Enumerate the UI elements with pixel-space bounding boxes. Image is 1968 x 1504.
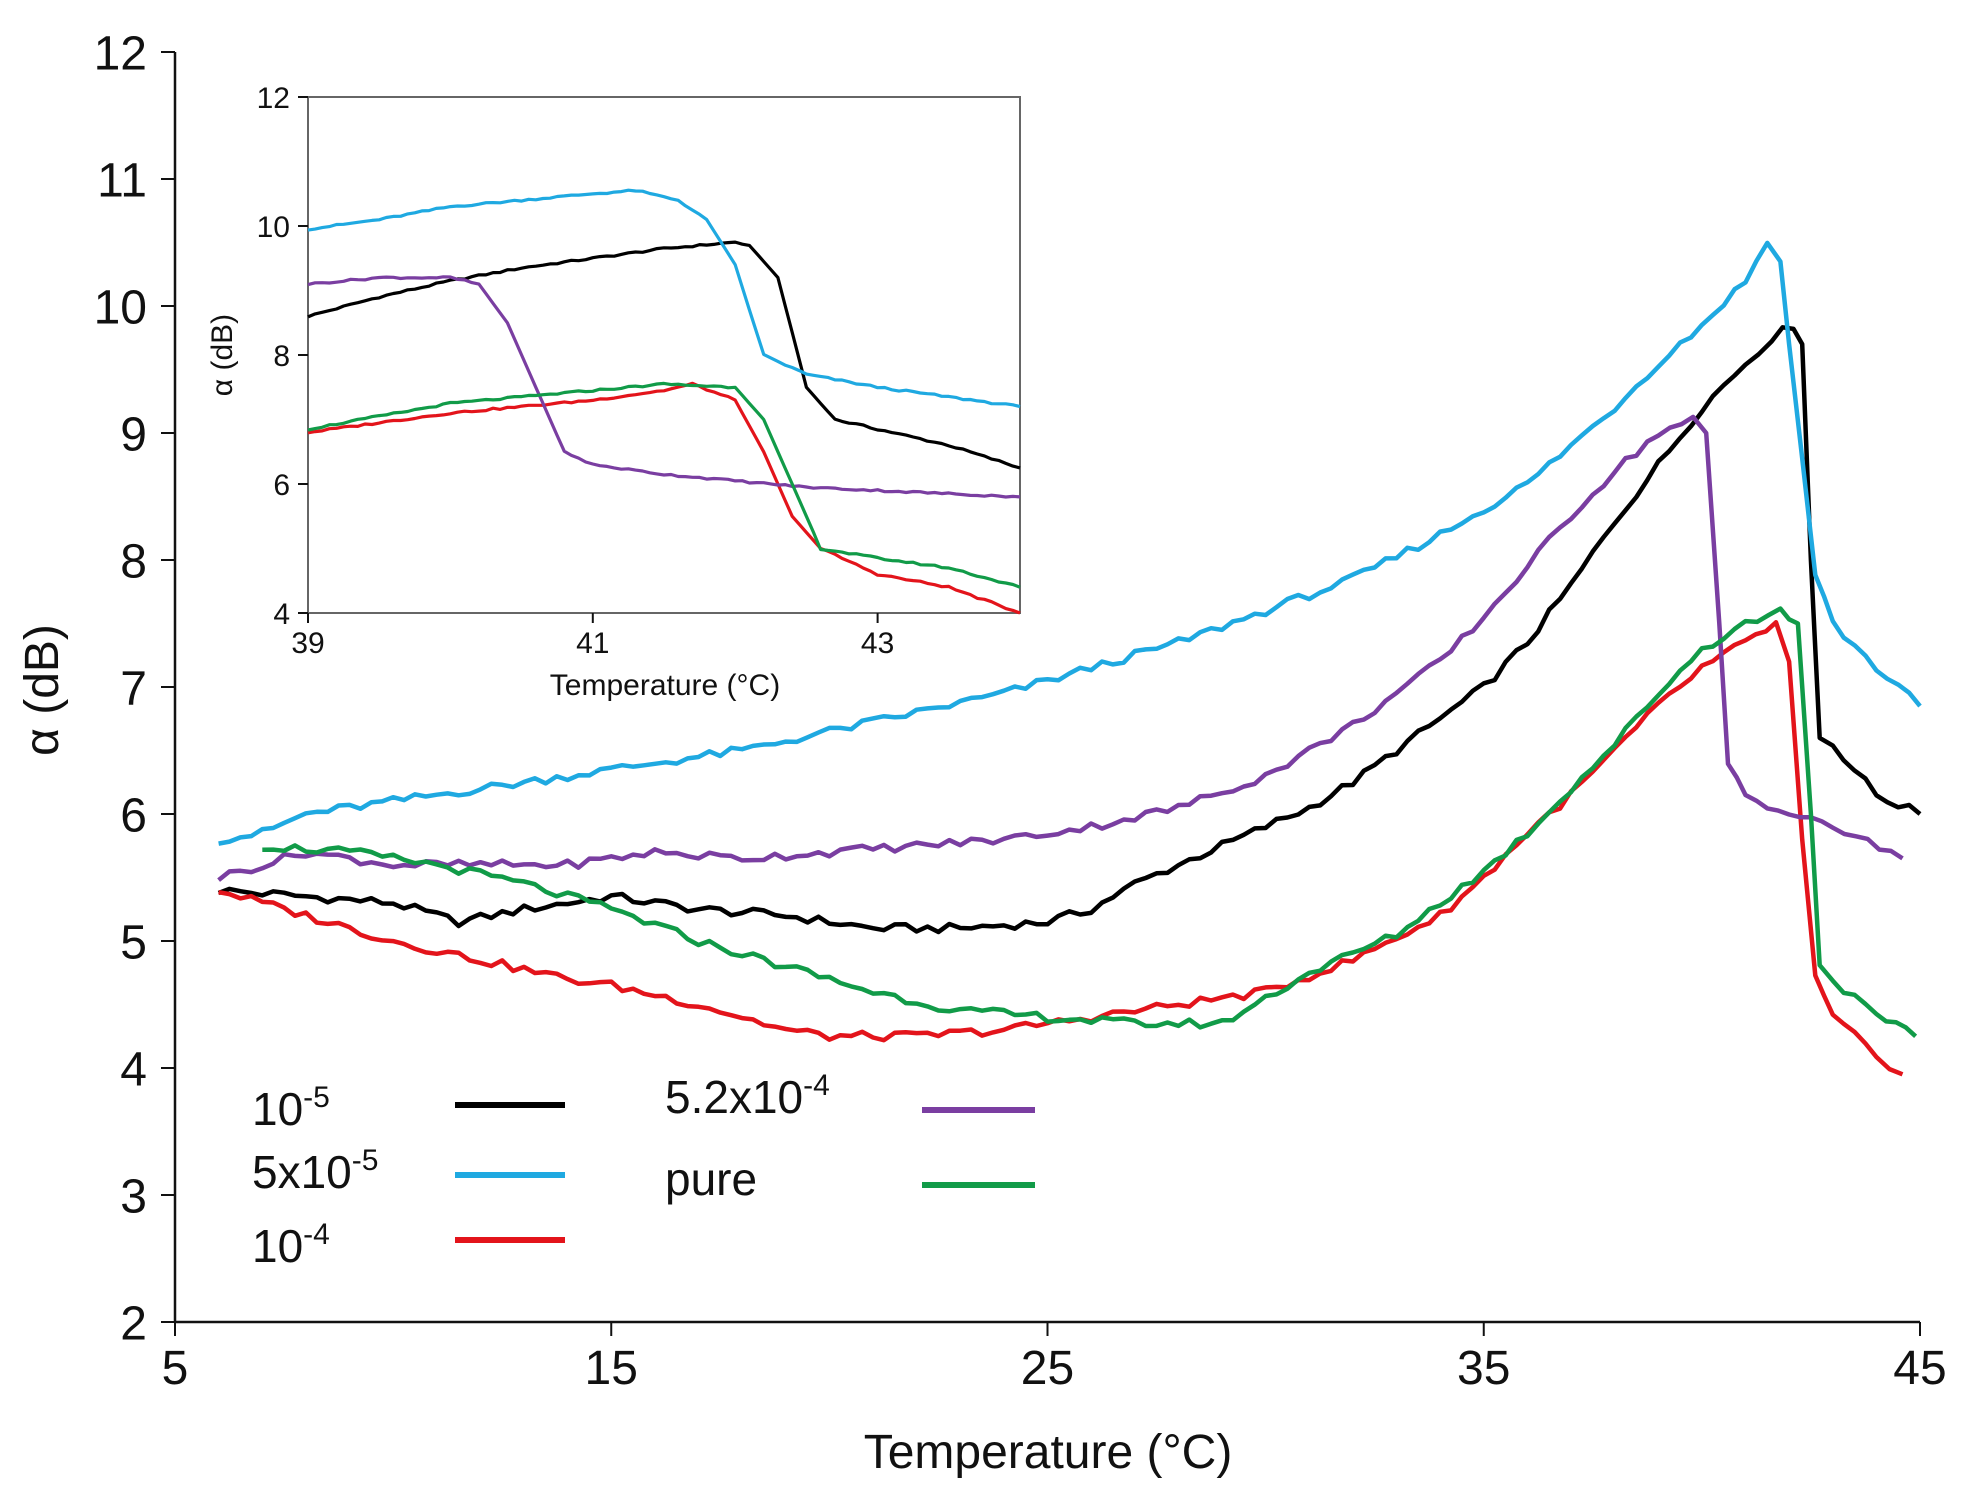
main-y-axis-title: α (dB)	[16, 624, 69, 756]
inset-y-tick-label: 6	[273, 469, 290, 502]
legend-label-exponent: -5	[352, 1144, 379, 1177]
main-x-tick-label: 35	[1457, 1342, 1510, 1395]
inset-series-line-3	[307, 381, 1021, 615]
main-series-line-3	[218, 620, 1904, 1077]
main-y-tick-label: 3	[120, 1170, 147, 1223]
inset-y-axis-title: α (dB)	[206, 314, 239, 396]
legend-label-5: pure	[665, 1153, 757, 1205]
inset-series-line-5	[307, 381, 1021, 589]
main-y-tick-label: 12	[94, 27, 147, 80]
main-x-axis-title: Temperature (°C)	[864, 1426, 1233, 1479]
main-y-tick-label: 2	[120, 1297, 147, 1350]
main-series-line-5	[262, 606, 1918, 1038]
main-y-tick-label: 4	[120, 1043, 147, 1096]
legend-label-base: 10	[252, 1083, 303, 1135]
main-x-tick-label: 45	[1893, 1342, 1946, 1395]
legend-label-4: 5.2x10-4	[665, 1069, 830, 1123]
main-y-tick-label: 8	[120, 535, 147, 588]
main-y-tick-label: 10	[94, 281, 147, 334]
inset-plot: 4 6 8 10 12 39 41 43 Temperature (°C) α (dB)	[206, 82, 1021, 702]
main-x-tick-label: 5	[162, 1342, 189, 1395]
main-y-tick-label: 9	[120, 408, 147, 461]
inset-x-tick-label: 39	[291, 627, 324, 660]
legend-label-exponent: -4	[803, 1069, 830, 1102]
main-x-tick-label: 25	[1021, 1342, 1074, 1395]
inset-x-axis-title: Temperature (°C)	[550, 669, 780, 702]
legend-label-2: 5x10-5	[252, 1144, 378, 1198]
main-series-line-1	[217, 325, 1922, 935]
inset-x-tick-label: 43	[861, 627, 894, 660]
legend-label-base: 5x10	[252, 1146, 352, 1198]
legend-label-exponent: -4	[303, 1218, 330, 1251]
main-y-tick-label: 7	[120, 662, 147, 715]
legend-label-base: 10	[252, 1220, 303, 1272]
main-x-tick-label: 15	[585, 1342, 638, 1395]
main-y-tick-label: 6	[120, 789, 147, 842]
legend-label-1: 10-5	[252, 1081, 330, 1135]
inset-x-tick-label: 41	[576, 627, 609, 660]
main-y-tick-label: 11	[97, 154, 147, 207]
main-y-tick-label: 5	[120, 916, 147, 969]
legend-label-3: 10-4	[252, 1218, 330, 1272]
inset-series-line-2	[307, 188, 1021, 409]
main-series-line-4	[217, 414, 1904, 882]
inset-series-line-1	[307, 240, 1021, 470]
inset-y-tick-label: 12	[257, 82, 290, 115]
inset-series-line-4	[307, 275, 1021, 499]
main-series-line-2	[218, 240, 1922, 846]
legend-label-base: 5.2x10	[665, 1071, 803, 1123]
inset-y-tick-label: 4	[273, 598, 290, 631]
inset-frame	[307, 96, 1021, 614]
legend-label-exponent: -5	[303, 1081, 330, 1114]
inset-y-tick-label: 8	[273, 340, 290, 373]
legend-label-base: pure	[665, 1153, 757, 1205]
inset-y-tick-label: 10	[257, 211, 290, 244]
